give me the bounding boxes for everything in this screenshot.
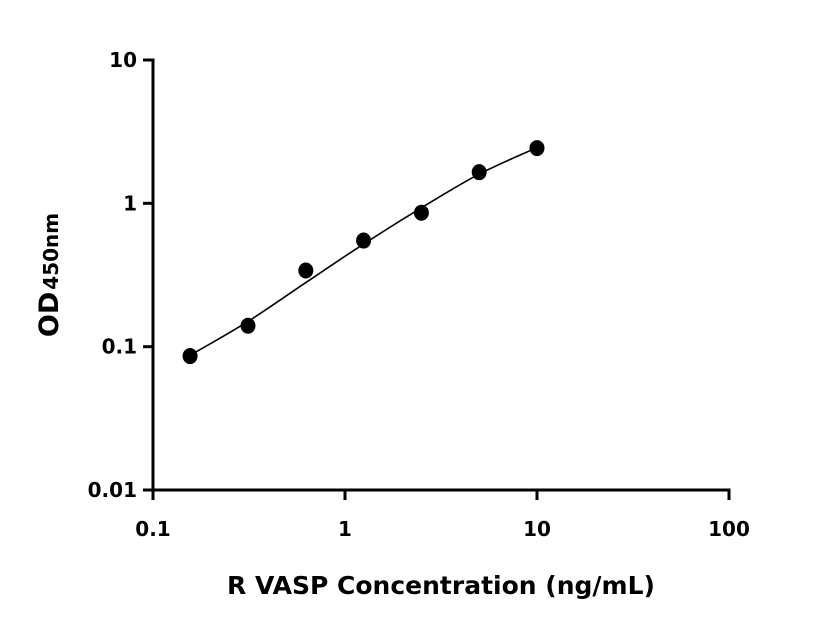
x-tick-label: 10 <box>523 517 551 541</box>
data-point <box>413 204 429 221</box>
data-point <box>529 140 545 157</box>
y-tick-label: 10 <box>109 48 137 72</box>
x-tick-label: 0.1 <box>135 517 170 541</box>
y-tick-label: 1 <box>123 191 137 215</box>
data-point <box>356 232 372 249</box>
y-tick-label: 0.1 <box>102 335 137 359</box>
y-axis-label-group: OD450nm <box>34 213 65 337</box>
y-axis-label-sub: 450nm <box>39 213 63 290</box>
y-tick-label: 0.01 <box>88 478 137 502</box>
y-axis-label: OD450nm <box>34 213 65 337</box>
data-point <box>240 317 256 334</box>
y-axis-label-main: OD <box>34 292 65 337</box>
x-tick-label: 100 <box>708 517 750 541</box>
x-axis-label: R VASP Concentration (ng/mL) <box>227 571 655 600</box>
data-point <box>298 262 314 279</box>
data-point <box>182 348 198 365</box>
data-point <box>471 164 487 181</box>
x-tick-label: 1 <box>338 517 352 541</box>
